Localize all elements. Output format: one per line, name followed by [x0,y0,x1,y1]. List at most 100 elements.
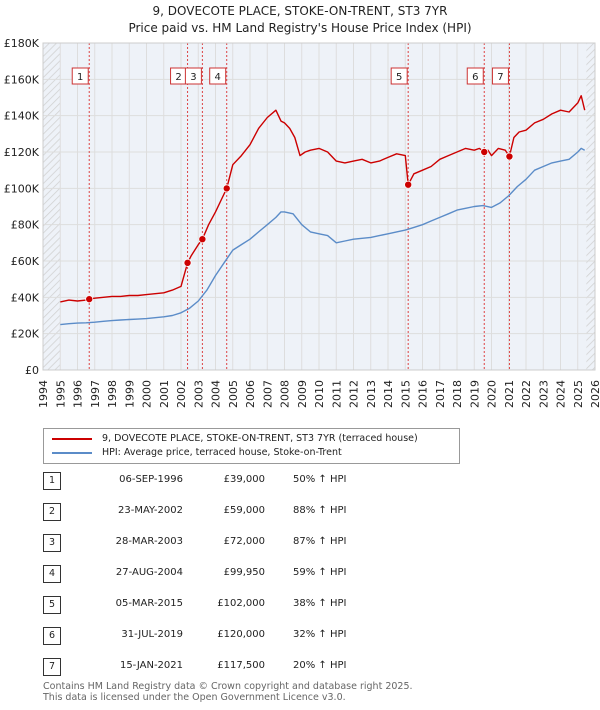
x-tick-label: 2008 [279,380,292,408]
sale-badge-label-5: 5 [396,72,402,83]
legend-swatch-price [52,437,92,440]
price-paid-line [60,95,586,303]
x-tick-label: 1995 [54,380,67,408]
price-chart: £0 £20K £40K £60K £80K £100K £120K £140K £160K £1… [4,37,600,408]
sale-hpi-change: 32% ↑ HPI [293,629,347,640]
footer-line-2: This data is licensed under the Open Gov… [43,692,346,703]
sale-row: 6 31-JUL-2019 £120,000 32% ↑ HPI [43,627,383,645]
x-tick-label: 2011 [330,380,343,408]
sale-badge-label-3: 3 [190,72,196,83]
sale-date: 15-JAN-2021 [119,660,183,671]
sale-date: 27-AUG-2004 [115,567,183,578]
x-tick-label: 1999 [123,380,136,408]
x-tick-label: 2022 [520,380,533,408]
sale-date: 06-SEP-1996 [119,474,183,485]
x-tick-label: 1998 [106,380,119,408]
x-tick-label: 1996 [72,380,85,408]
sale-badge-box-7 [491,67,509,85]
y-tick-label: £40K [11,291,40,304]
chart-subtitle: Price paid vs. HM Land Registry's House … [128,21,472,35]
x-tick-label: 2003 [192,380,205,408]
sale-number: 5 [43,596,61,614]
x-tick-label: 2015 [399,380,412,408]
y-tick-label: £20K [11,328,40,341]
sale-date: 23-MAY-2002 [117,505,183,516]
x-tick-label: 2018 [451,380,464,408]
y-tick-label: £60K [11,255,40,268]
sale-badge-box-3 [184,67,202,85]
y-tick-label: £0 [25,364,39,377]
y-tick-label: £180K [4,37,40,50]
sale-row: 4 27-AUG-2004 £99,950 59% ↑ HPI [43,565,383,583]
x-tick-label: 2025 [572,380,585,408]
sale-point-3 [198,235,207,244]
chart-title: 9, DOVECOTE PLACE, STOKE-ON-TRENT, ST3 7… [152,4,448,18]
legend-label-price: 9, DOVECOTE PLACE, STOKE-ON-TRENT, ST3 7… [102,433,418,444]
x-tick-label: 2010 [313,380,326,408]
sale-price: £59,000 [223,505,265,516]
x-tick-label: 2006 [244,380,257,408]
x-tick-label: 2014 [382,380,395,408]
hpi-line [60,147,586,326]
footer-line-1: Contains HM Land Registry data © Crown c… [43,681,413,692]
legend-swatch-hpi [52,451,92,454]
sale-date: 31-JUL-2019 [121,629,183,640]
sale-badge-label-6: 6 [472,72,478,83]
sale-point-6 [480,147,489,156]
y-tick-label: £100K [4,182,40,195]
sale-point-2 [183,258,192,267]
sale-price: £99,950 [223,567,265,578]
sale-row: 5 05-MAR-2015 £102,000 38% ↑ HPI [43,596,383,614]
sale-row: 2 23-MAY-2002 £59,000 88% ↑ HPI [43,503,383,521]
x-tick-label: 2007 [261,380,274,408]
sale-badge-box-5 [390,67,408,85]
sale-hpi-change: 20% ↑ HPI [293,660,347,671]
sale-number: 1 [43,472,61,490]
x-tick-label: 2017 [434,380,447,408]
sale-price: £120,000 [217,629,265,640]
x-tick-label: 2009 [296,380,309,408]
sale-hpi-change: 59% ↑ HPI [293,567,347,578]
sale-price: £39,000 [223,474,265,485]
x-tick-label: 2012 [348,380,361,408]
sale-number: 6 [43,627,61,645]
axes: £0 £20K £40K £60K £80K £100K £120K £140K £160K £1… [4,37,600,408]
sale-number: 7 [43,658,61,676]
sale-badge-box-1 [71,67,89,85]
y-tick-label: £160K [4,73,40,86]
sale-points [85,147,514,304]
sale-hpi-change: 87% ↑ HPI [293,536,347,547]
plot-frame [42,42,596,371]
sale-marker-lines [88,43,510,370]
sale-badge-label-2: 2 [175,72,181,83]
x-tick-label: 2013 [365,380,378,408]
sale-point-4 [222,184,231,193]
sale-number: 2 [43,503,61,521]
legend: 9, DOVECOTE PLACE, STOKE-ON-TRENT, ST3 7… [43,428,460,464]
sale-badge-label-4: 4 [215,72,221,83]
x-tick-label: 2023 [537,380,550,408]
x-tick-label: 2021 [503,380,516,408]
sale-price: £117,500 [217,660,265,671]
sale-price: £102,000 [217,598,265,609]
legend-entry-price: 9, DOVECOTE PLACE, STOKE-ON-TRENT, ST3 7… [52,432,418,446]
footer: Contains HM Land Registry data © Crown c… [43,681,413,703]
y-tick-label: £80K [11,219,40,232]
y-tick-label: £120K [4,146,40,159]
x-tick-label: 2004 [210,380,223,408]
x-tick-label: 2024 [555,380,568,408]
chart-title-block: 9, DOVECOTE PLACE, STOKE-ON-TRENT, ST3 7… [0,3,600,37]
x-tick-label: 1994 [37,380,50,408]
legend-label-hpi: HPI: Average price, terraced house, Stok… [102,447,342,458]
sale-badge-label-7: 7 [497,72,503,83]
sale-date: 28-MAR-2003 [115,536,183,547]
sale-hpi-change: 50% ↑ HPI [293,474,347,485]
x-tick-label: 2019 [468,380,481,408]
sale-row: 3 28-MAR-2003 £72,000 87% ↑ HPI [43,534,383,552]
sale-number: 3 [43,534,61,552]
y-tick-label: £140K [4,110,40,123]
x-tick-label: 2001 [158,380,171,408]
legend-entry-hpi: HPI: Average price, terraced house, Stok… [52,446,342,460]
sale-point-7 [505,152,514,161]
